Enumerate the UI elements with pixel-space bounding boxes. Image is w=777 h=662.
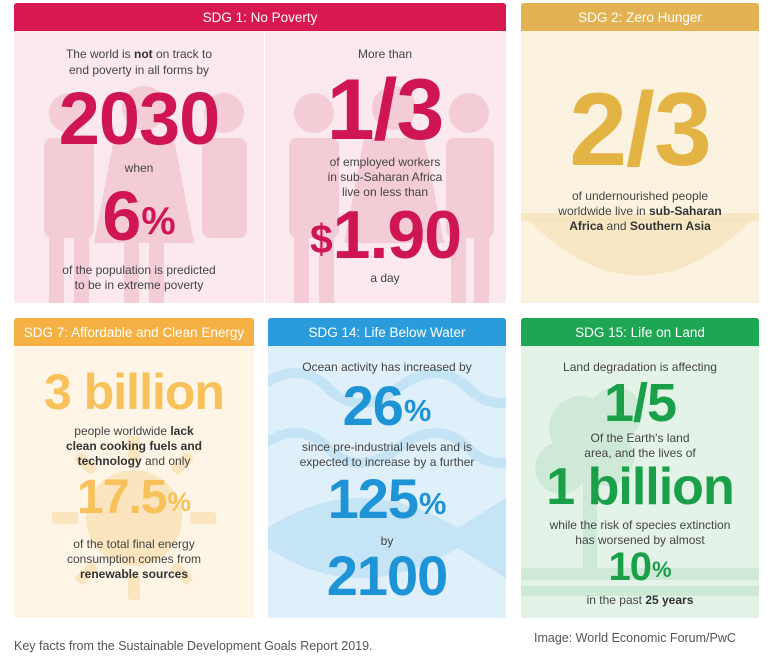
sdg14-header: SDG 14: Life Below Water — [268, 318, 506, 346]
sdg1-percent-stat: 6% — [102, 177, 176, 255]
sdg2-header: SDG 2: Zero Hunger — [521, 3, 759, 31]
sdg1-right-column: More than 1/3 of employed workers in sub… — [264, 3, 506, 303]
sdg7-line3: technology and only — [77, 454, 191, 468]
sdg2-line2: worldwide live in sub-Saharan — [558, 204, 722, 218]
sdg15-header: SDG 15: Life on Land — [521, 318, 759, 346]
sdg15-billion-stat: 1 billion — [546, 458, 734, 516]
sdg15-mid-line4: has worsened by almost — [575, 533, 705, 547]
sdg7-foot-line3: renewable sources — [79, 567, 189, 581]
sdg14-card: SDG 14: Life Below Water Ocean activity … — [268, 318, 506, 618]
sdg1-right-foot: a day — [370, 271, 400, 285]
sdg15-foot: in the past 25 years — [586, 593, 694, 607]
sdg14-percent2-stat: 125% — [327, 467, 447, 530]
caption-left: Key facts from the Sustainable Developme… — [14, 639, 373, 653]
sdg2-card: SDG 2: Zero Hunger 2/3 of undernourished… — [521, 3, 759, 303]
sdg7-card: SDG 7: Affordable and Clean Energy 3 bil… — [14, 318, 254, 618]
sdg1-header: SDG 1: No Poverty — [14, 3, 506, 31]
sdg2-line3: Africa and Southern Asia — [569, 219, 711, 233]
sdg7-line1: people worldwide lack — [74, 424, 194, 438]
sdg14-percent1-stat: 26% — [342, 374, 432, 437]
sun-icon — [52, 436, 216, 600]
people-silhouette-icon — [44, 86, 494, 303]
sdg15-mid-line2: area, and the lives of — [584, 446, 696, 460]
sdg14-line1: Ocean activity has increased by — [302, 360, 472, 374]
wave-fish-icon — [268, 368, 506, 578]
sdg1-card: SDG 1: No Poverty The world is not on tr… — [14, 3, 506, 303]
bowl-icon — [521, 213, 759, 276]
sdg1-left-foot-line1: of the population is predicted — [62, 263, 216, 277]
sdg1-left-foot-line2: to be in extreme poverty — [74, 278, 204, 292]
sdg15-mid-line1: Of the Earth's land — [590, 431, 690, 445]
sdg14-by-label: by — [380, 534, 394, 548]
sdg1-fraction-stat: 1/3 — [326, 62, 445, 158]
sdg1-right-intro: More than — [357, 47, 413, 61]
sdg14-mid-line1: since pre-industrial levels and is — [301, 440, 473, 454]
sdg1-dollar-stat: $1.90 — [309, 197, 462, 273]
sdg1-when-label: when — [124, 161, 154, 175]
sdg15-fraction-stat: 1/5 — [603, 373, 677, 433]
sdg15-card: SDG 15: Life on Land Land degradation is… — [521, 318, 759, 618]
sdg14-mid-line2: expected to increase by a further — [299, 455, 475, 469]
column-divider — [264, 33, 265, 303]
caption-right: Image: World Economic Forum/PwC — [534, 631, 736, 645]
sdg7-percent-stat: 17.5% — [77, 471, 191, 524]
sdg7-foot-line1: of the total final energy — [73, 537, 195, 551]
sdg1-left-intro-line1: The world is not on track to — [65, 47, 213, 61]
sdg1-year-stat: 2030 — [58, 77, 221, 160]
sdg14-year-stat: 2100 — [326, 544, 449, 607]
sdg2-fraction-stat: 2/3 — [569, 72, 712, 188]
sdg1-left-column: The world is not on track to end poverty… — [14, 3, 264, 303]
sdg7-line2: clean cooking fuels and — [65, 439, 203, 453]
sdg1-left-intro-line2: end poverty in all forms by — [68, 63, 210, 77]
sdg15-mid-line3: while the risk of species extinction — [549, 518, 731, 532]
sdg1-right-mid-line2: in sub-Saharan Africa — [327, 170, 443, 184]
sdg1-right-mid-line3: live on less than — [341, 185, 429, 199]
tree-icon — [521, 387, 759, 596]
sdg7-foot-line2: consumption comes from — [66, 552, 202, 566]
sdg7-header: SDG 7: Affordable and Clean Energy — [14, 318, 254, 346]
sdg2-line1: of undernourished people — [571, 189, 709, 203]
sdg1-right-mid-line1: of employed workers — [329, 155, 441, 169]
sdg7-billion-stat: 3 billion — [44, 364, 225, 420]
sdg15-percent-stat: 10% — [608, 545, 672, 589]
sdg15-line1: Land degradation is affecting — [563, 360, 717, 374]
